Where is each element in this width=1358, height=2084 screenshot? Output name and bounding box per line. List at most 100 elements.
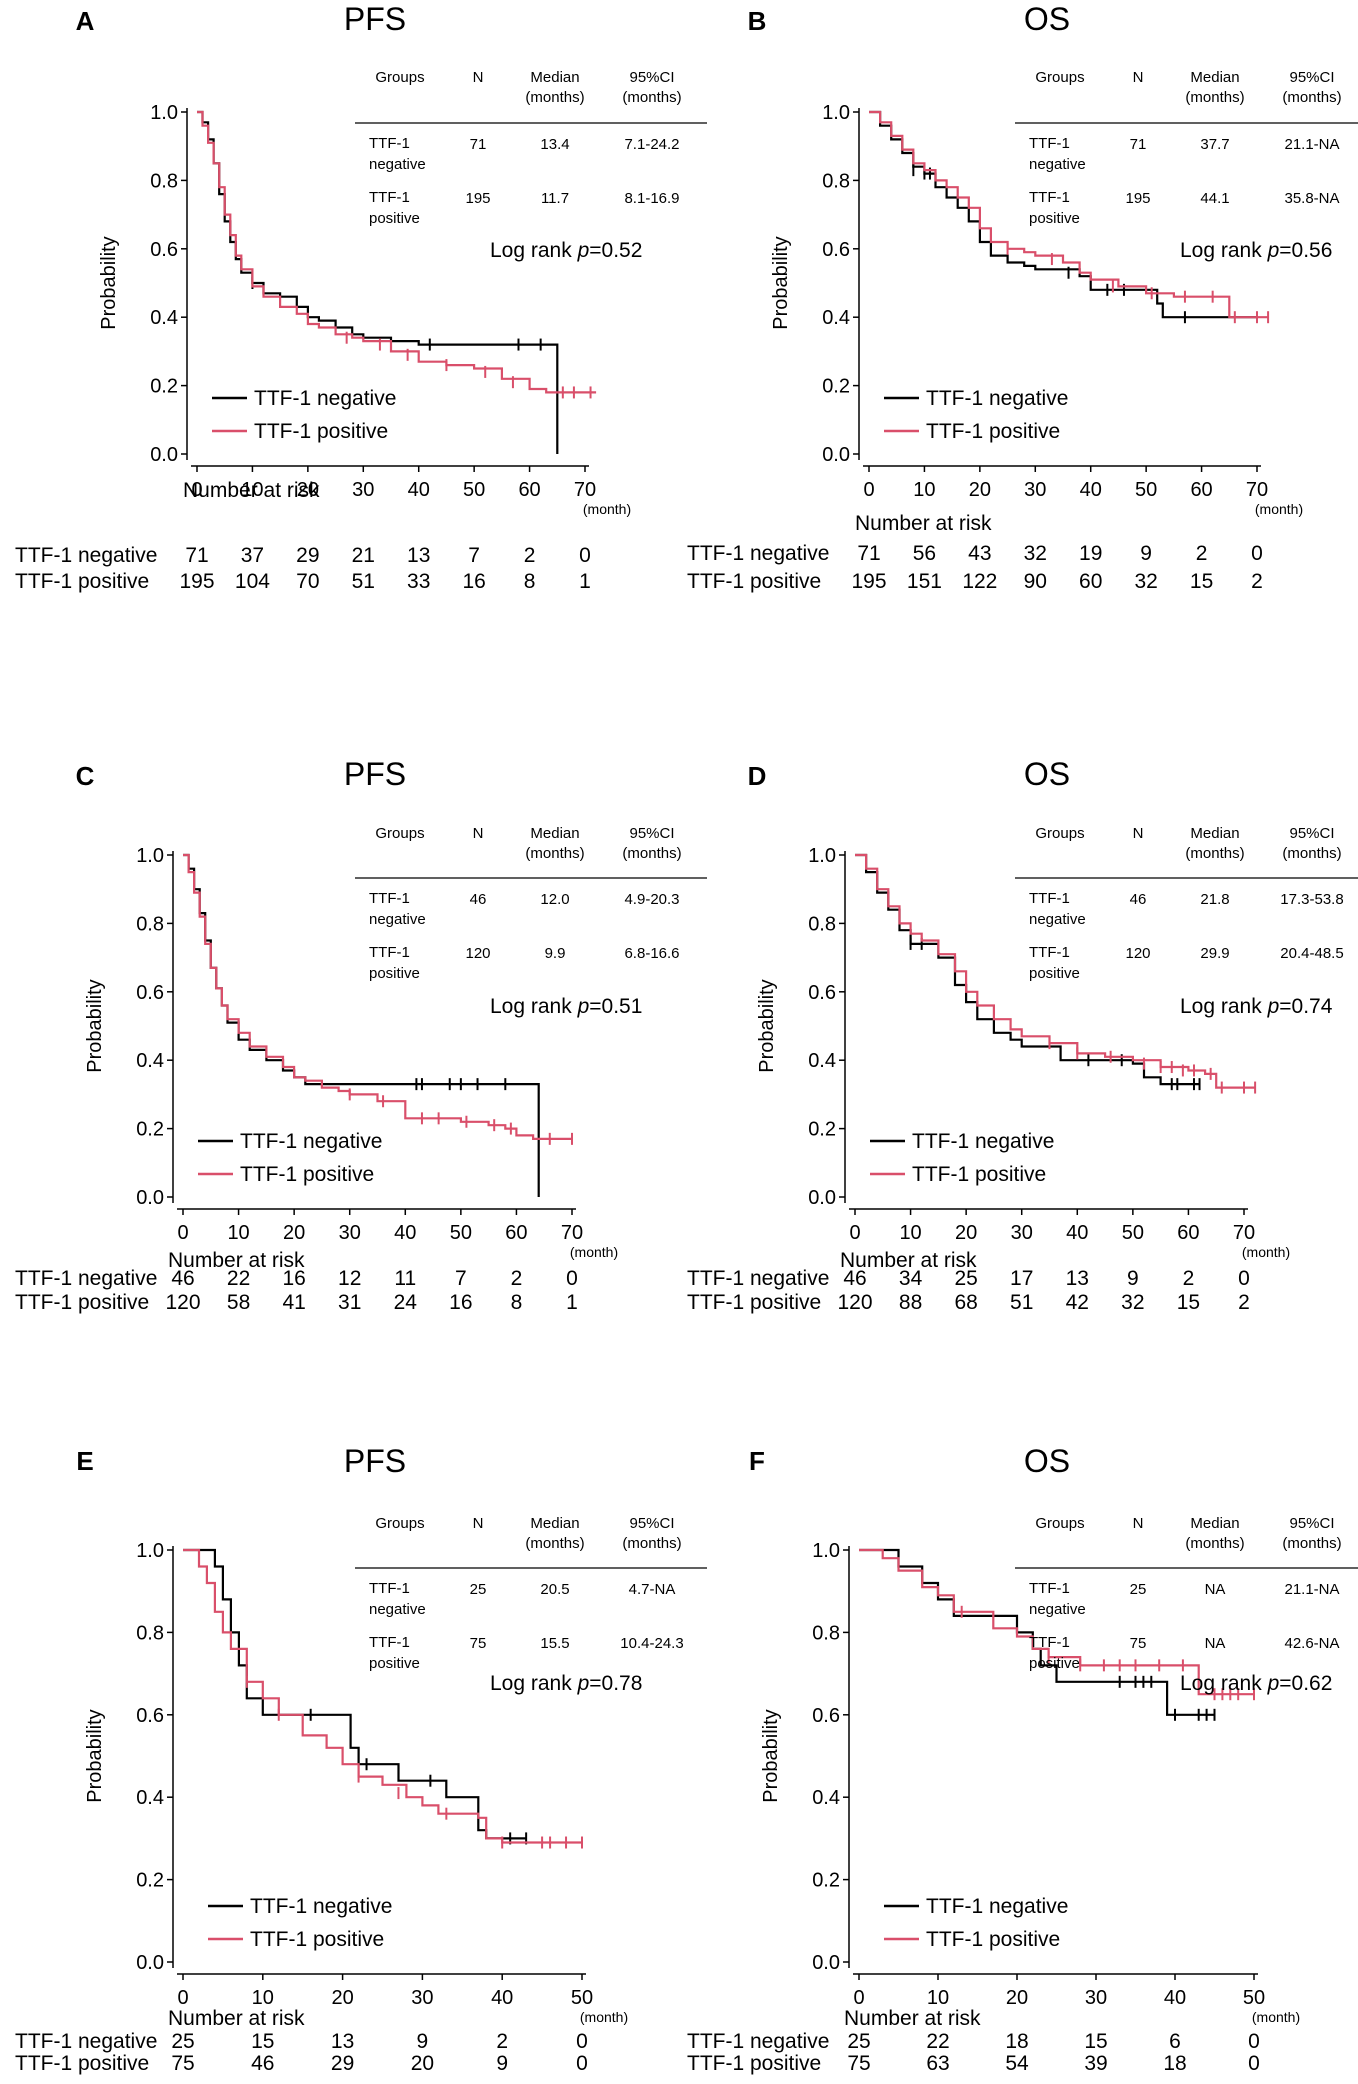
logrank-text: Log rank p=0.56 <box>1180 239 1332 262</box>
risk-value: 42 <box>1066 1291 1089 1314</box>
y-tick-label: 0.2 <box>808 1119 836 1141</box>
risk-value: 34 <box>899 1267 923 1290</box>
risk-value: 13 <box>1066 1267 1089 1290</box>
table-median: 12.0 <box>540 891 569 908</box>
risk-value: 60 <box>1079 570 1102 593</box>
y-tick-label: 0.2 <box>812 1870 840 1892</box>
table-group: TTF-1 <box>1029 1580 1070 1597</box>
x-tick-label: 0 <box>177 1222 188 1244</box>
y-tick-label: 0.4 <box>136 1787 164 1809</box>
x-tick-label: 50 <box>1122 1222 1144 1244</box>
table-ci: 4.9-20.3 <box>624 891 679 908</box>
table-group: TTF-1 <box>369 189 410 206</box>
table-header: Groups <box>375 825 424 842</box>
x-unit-label: (month) <box>570 1244 618 1260</box>
risk-title: Number at risk <box>168 2007 305 2030</box>
risk-value: 0 <box>1248 2030 1260 2053</box>
x-tick-label: 10 <box>927 1987 949 2009</box>
table-n: 75 <box>470 1635 487 1652</box>
table-header: 95%CI <box>629 69 674 86</box>
table-ci: 10.4-24.3 <box>620 1635 683 1652</box>
panel-letter: B <box>748 6 767 36</box>
curve-ttf-1-negative <box>855 853 1200 1086</box>
x-tick-label: 60 <box>505 1222 527 1244</box>
curve-ttf-1-positive <box>183 1548 582 1844</box>
risk-row-label: TTF-1 negative <box>15 544 157 567</box>
risk-value: 88 <box>899 1291 922 1314</box>
logrank-p: p <box>1267 1672 1280 1695</box>
y-tick-label: 0.4 <box>136 1050 164 1072</box>
risk-value: 15 <box>1084 2030 1107 2053</box>
table-group: TTF-1 <box>1029 890 1070 907</box>
curve-ttf-1-negative <box>183 1548 527 1840</box>
table-header: N <box>1133 825 1144 842</box>
legend-label: TTF-1 positive <box>240 1163 374 1186</box>
x-tick-label: 10 <box>899 1222 921 1244</box>
legend-label: TTF-1 negative <box>926 387 1068 410</box>
table-group: negative <box>1029 1601 1086 1618</box>
risk-value: 0 <box>576 2052 588 2075</box>
risk-value: 37 <box>241 544 264 567</box>
logrank-prefix: Log rank <box>490 1672 578 1695</box>
risk-value: 70 <box>296 570 319 593</box>
table-n: 46 <box>1130 891 1147 908</box>
table-header: Median <box>1190 1515 1239 1532</box>
x-tick-label: 60 <box>518 479 540 501</box>
risk-value: 20 <box>411 2052 434 2075</box>
table-header: 95%CI <box>629 825 674 842</box>
y-tick-label: 0.2 <box>136 1119 164 1141</box>
table-header: (months) <box>622 89 681 106</box>
y-tick-label: 0.8 <box>808 913 836 935</box>
table-n: 195 <box>1125 190 1150 207</box>
y-axis-label: Probability <box>84 1709 106 1802</box>
x-tick-label: 30 <box>1011 1222 1033 1244</box>
logrank-p: p <box>577 1672 590 1695</box>
table-median: 13.4 <box>540 136 569 153</box>
panel-title: OS <box>1024 1 1070 37</box>
y-tick-label: 0.2 <box>822 376 850 398</box>
y-tick-label: 0.6 <box>822 239 850 261</box>
risk-value: 120 <box>165 1291 200 1314</box>
x-tick-label: 30 <box>352 479 374 501</box>
y-tick-label: 0.8 <box>136 1622 164 1644</box>
table-median: 9.9 <box>545 945 566 962</box>
risk-value: 9 <box>1127 1267 1139 1290</box>
risk-row-label: TTF-1 negative <box>687 2030 829 2053</box>
risk-value: 31 <box>338 1291 361 1314</box>
risk-value: 9 <box>496 2052 508 2075</box>
risk-value: 46 <box>171 1267 194 1290</box>
risk-value: 18 <box>1005 2030 1028 2053</box>
x-tick-label: 70 <box>561 1222 583 1244</box>
table-header: (months) <box>1282 89 1341 106</box>
table-median: 44.1 <box>1200 190 1229 207</box>
x-tick-label: 40 <box>1066 1222 1088 1244</box>
y-tick-label: 0.6 <box>808 982 836 1004</box>
y-tick-label: 0.6 <box>150 239 178 261</box>
table-header: Groups <box>375 69 424 86</box>
risk-value: 2 <box>496 2030 508 2053</box>
risk-value: 1 <box>579 570 591 593</box>
table-n: 25 <box>1130 1581 1147 1598</box>
table-n: 46 <box>470 891 487 908</box>
legend-label: TTF-1 positive <box>912 1163 1046 1186</box>
risk-title: Number at risk <box>840 1249 977 1272</box>
risk-value: 51 <box>352 570 375 593</box>
table-ci: 20.4-48.5 <box>1280 945 1343 962</box>
table-median: 29.9 <box>1200 945 1229 962</box>
x-tick-label: 40 <box>491 1987 513 2009</box>
risk-value: 0 <box>1238 1267 1250 1290</box>
legend-label: TTF-1 negative <box>912 1130 1054 1153</box>
risk-value: 8 <box>524 570 536 593</box>
y-tick-label: 0.8 <box>150 170 178 192</box>
y-tick-label: 1.0 <box>136 845 164 867</box>
x-unit-label: (month) <box>1252 2009 1300 2025</box>
x-tick-label: 40 <box>394 1222 416 1244</box>
risk-value: 16 <box>282 1267 305 1290</box>
logrank-p: p <box>577 239 590 262</box>
y-axis-label: Probability <box>770 236 792 329</box>
risk-value: 2 <box>511 1267 523 1290</box>
table-group: TTF-1 <box>369 135 410 152</box>
y-tick-label: 0.4 <box>808 1050 836 1072</box>
x-tick-label: 20 <box>331 1987 353 2009</box>
